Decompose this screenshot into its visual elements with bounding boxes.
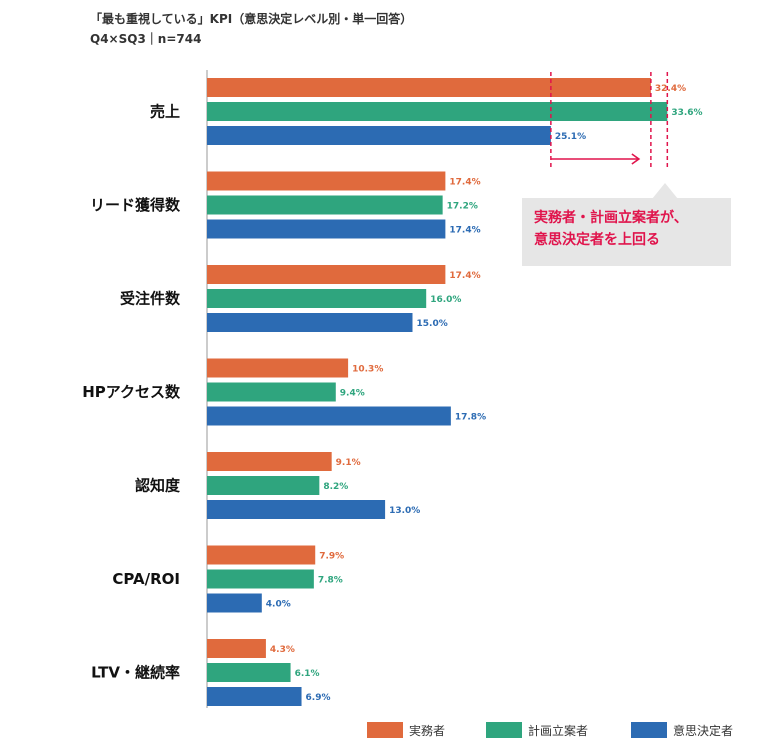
data-label: 9.1%: [336, 458, 361, 468]
legend-swatch-1: [367, 722, 403, 738]
category-label: 認知度: [135, 477, 181, 495]
bar-s1-cat0: [207, 78, 651, 97]
data-label: 17.4%: [449, 178, 480, 188]
category-label: HPアクセス数: [82, 383, 181, 401]
bar-s3-cat3: [207, 406, 451, 426]
data-label: 6.1%: [295, 669, 320, 679]
callout-line-1: 実務者・計画立案者が、: [534, 210, 688, 226]
bar-s2-cat6: [207, 663, 291, 682]
legend-swatch-3: [631, 722, 667, 738]
bar-s3-cat5: [207, 593, 262, 613]
bar-s3-cat6: [207, 687, 302, 706]
data-label: 33.6%: [671, 108, 702, 118]
bar-s2-cat5: [207, 569, 314, 589]
bar-s1-cat3: [207, 358, 349, 378]
data-label: 17.8%: [455, 413, 486, 423]
bar-s2-cat3: [207, 382, 336, 402]
data-label: 16.0%: [430, 295, 461, 305]
callout-line-2: 意思決定者を上回る: [534, 232, 660, 248]
bar-s1-cat2: [207, 265, 446, 284]
data-label: 4.3%: [270, 645, 295, 655]
bar-s2-cat0: [207, 102, 668, 121]
annotation-callout: 実務者・計画立案者が、 意思決定者を上回る: [522, 198, 731, 266]
data-label: 7.9%: [319, 552, 344, 562]
bar-s1-cat6: [207, 639, 266, 658]
category-label: 売上: [150, 103, 180, 121]
chart-title: 「最も重視している」KPI（意思決定レベル別・単一回答）: [90, 12, 413, 26]
bar-s1-cat4: [207, 452, 332, 471]
category-label: リード獲得数: [90, 196, 181, 214]
callout-pointer: [652, 183, 678, 199]
bar-s2-cat4: [207, 476, 320, 495]
bar-s3-cat2: [207, 313, 413, 332]
legend-label-2: 計画立案者: [528, 723, 588, 738]
bar-s2-cat1: [207, 195, 443, 215]
chart-subtitle: Q4×SQ3｜n=744: [90, 32, 202, 46]
category-label: 受注件数: [120, 290, 181, 308]
data-label: 13.0%: [389, 506, 420, 516]
difference-arrow-head: [631, 153, 641, 165]
category-label: CPA/ROI: [112, 570, 180, 588]
data-label: 8.2%: [323, 482, 348, 492]
data-label: 6.9%: [306, 693, 331, 703]
data-label: 15.0%: [417, 319, 448, 329]
bar-s1-cat1: [207, 171, 446, 191]
data-label: 17.4%: [449, 271, 480, 281]
bar-s3-cat4: [207, 500, 386, 519]
bar-s3-cat1: [207, 219, 446, 239]
data-label: 17.4%: [449, 226, 480, 236]
legend-swatch-2: [486, 722, 522, 738]
data-label: 7.8%: [318, 576, 343, 586]
data-label: 32.4%: [655, 84, 686, 94]
data-label: 25.1%: [555, 132, 586, 142]
legend-label-3: 意思決定者: [673, 723, 733, 738]
data-label: 10.3%: [352, 365, 383, 375]
legend-label-1: 実務者: [409, 723, 445, 738]
category-label: LTV・継続率: [91, 664, 180, 682]
data-label: 4.0%: [266, 600, 291, 610]
bar-s1-cat5: [207, 545, 316, 565]
bar-s3-cat0: [207, 126, 551, 145]
data-label: 17.2%: [447, 202, 478, 212]
data-label: 9.4%: [340, 389, 365, 399]
bar-s2-cat2: [207, 289, 427, 308]
